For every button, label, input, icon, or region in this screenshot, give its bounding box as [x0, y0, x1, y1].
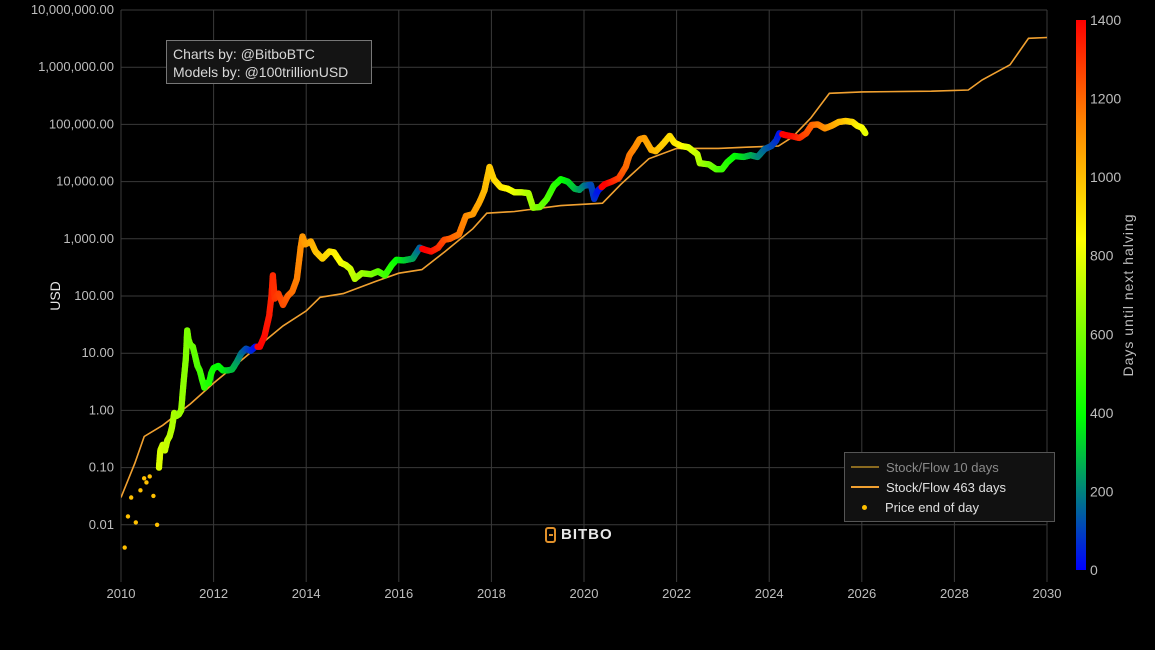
legend-label: Stock/Flow 463 days — [886, 479, 1006, 495]
y-tick-label: 10,000,000.00 — [31, 2, 114, 17]
x-tick-label: 2028 — [940, 586, 969, 601]
y-tick-label: 10.00 — [81, 345, 114, 360]
price-dot — [141, 476, 147, 481]
x-axis-ticks: 2010 2012 2014 2016 2018 2020 2022 2024 2026 2028… — [107, 586, 1062, 601]
colorbar — [1076, 20, 1086, 570]
colorbar-tick-label: 200 — [1090, 483, 1114, 499]
colorbar-title: Days until next halving — [1120, 213, 1136, 376]
y-tick-label: 1,000.00 — [63, 231, 114, 246]
colorbar-tick-label: 1400 — [1090, 12, 1121, 28]
price-dot — [125, 514, 131, 519]
price-dot — [154, 522, 160, 527]
x-tick-label: 2016 — [384, 586, 413, 601]
line-swatch-icon — [851, 466, 879, 468]
model-line-1 — [121, 36, 1047, 498]
y-tick-label: 100.00 — [74, 288, 114, 303]
colorbar-tick-label: 1200 — [1090, 91, 1121, 107]
legend-label: Stock/Flow 10 days — [886, 459, 999, 475]
line-swatch-icon — [851, 486, 879, 488]
price-dot — [128, 495, 134, 500]
colorbar-ticks: 0 200 400 600 800 1000 1200 1400 — [1090, 12, 1121, 578]
y-tick-label: 1.00 — [89, 402, 114, 417]
colorbar-tick-label: 600 — [1090, 326, 1114, 342]
price-dot — [862, 130, 869, 137]
legend-label: Price end of day — [885, 499, 979, 515]
dot-swatch-icon — [862, 504, 867, 510]
price-dot — [133, 520, 139, 525]
price-dot — [144, 480, 149, 485]
y-tick-label: 100,000.00 — [49, 116, 114, 131]
price-dot — [122, 545, 127, 550]
x-tick-label: 2030 — [1033, 586, 1062, 601]
y-axis-ticks: 10,000,000.00 1,000,000.00 100,000.00 10,00… — [31, 2, 114, 532]
legend: Stock/Flow 10 days Stock/Flow 463 days P… — [844, 452, 1055, 522]
colorbar-tick-label: 400 — [1090, 405, 1114, 421]
legend-item-sf463[interactable]: Stock/Flow 463 days — [851, 479, 1006, 495]
x-tick-label: 2014 — [292, 586, 321, 601]
x-tick-label: 2012 — [199, 586, 228, 601]
x-tick-label: 2024 — [755, 586, 784, 601]
y-axis-title: USD — [47, 281, 63, 311]
colorbar-tick-label: 1000 — [1090, 169, 1121, 185]
brand-watermark: BITBO — [545, 526, 613, 543]
credits-models: Models by: @100trillionUSD — [173, 64, 349, 80]
y-tick-label: 10,000.00 — [56, 174, 114, 189]
x-tick-label: 2020 — [570, 586, 599, 601]
price-points — [122, 117, 869, 550]
colorbar-tick-label: 800 — [1090, 248, 1114, 264]
x-tick-label: 2022 — [662, 586, 691, 601]
price-dot — [151, 493, 156, 499]
x-tick-label: 2026 — [847, 586, 876, 601]
legend-item-sf10[interactable]: Stock/Flow 10 days — [851, 459, 999, 475]
y-tick-label: 1,000,000.00 — [38, 59, 114, 74]
model-lines — [121, 36, 1047, 498]
brand-name: BITBO — [561, 526, 613, 543]
x-tick-label: 2010 — [107, 586, 136, 601]
y-tick-label: 0.10 — [89, 460, 114, 475]
colorbar-tick-label: 0 — [1090, 562, 1098, 578]
y-tick-label: 0.01 — [89, 517, 114, 532]
legend-item-price[interactable]: Price end of day — [851, 499, 979, 515]
price-dot — [147, 474, 152, 479]
x-tick-label: 2018 — [477, 586, 506, 601]
bitbo-logo-icon — [545, 526, 556, 543]
credits-box: Charts by: @BitboBTC Models by: @100tril… — [166, 40, 372, 84]
price-dot — [138, 488, 143, 493]
credits-charts: Charts by: @BitboBTC — [173, 46, 315, 62]
